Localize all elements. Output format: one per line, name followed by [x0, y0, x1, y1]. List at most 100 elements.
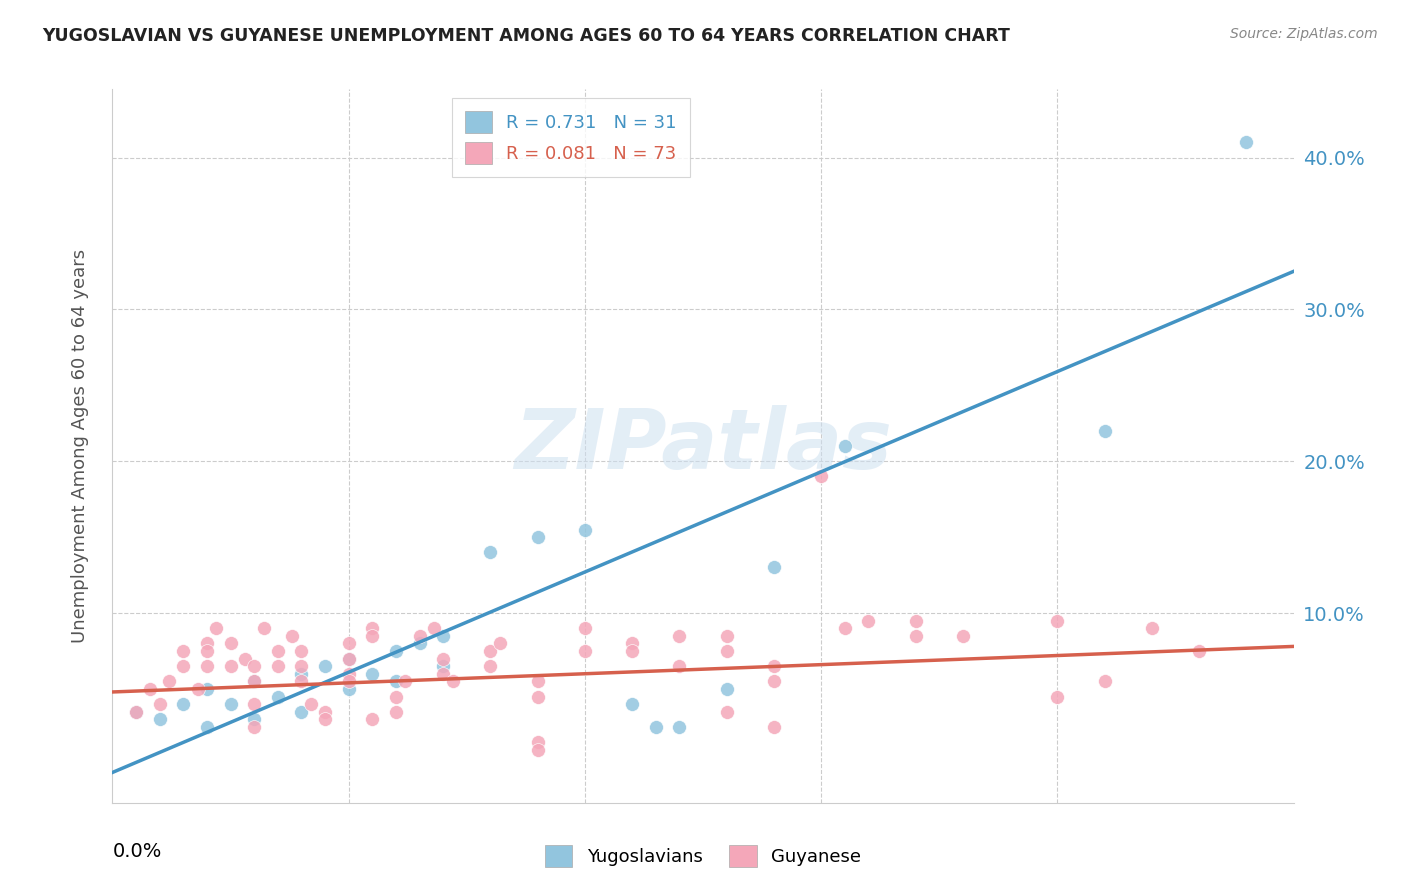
Point [267, 690, 290, 704]
Point [243, 674, 266, 689]
Point [361, 621, 384, 635]
Point [290, 644, 312, 658]
Point [290, 705, 312, 719]
Point [526, 735, 548, 749]
Text: Source: ZipAtlas.com: Source: ZipAtlas.com [1230, 27, 1378, 41]
Point [219, 697, 242, 711]
Point [621, 636, 644, 650]
Point [314, 659, 336, 673]
Point [1234, 136, 1257, 150]
Point [219, 659, 242, 673]
Point [337, 666, 360, 681]
Point [526, 690, 548, 704]
Point [432, 666, 454, 681]
Point [337, 651, 360, 665]
Point [422, 621, 444, 635]
Point [1188, 644, 1211, 658]
Point [267, 644, 290, 658]
Point [337, 681, 360, 696]
Point [186, 681, 208, 696]
Point [479, 644, 502, 658]
Point [432, 651, 454, 665]
Point [243, 720, 266, 734]
Point [432, 629, 454, 643]
Point [574, 644, 596, 658]
Point [233, 651, 256, 665]
Point [195, 636, 218, 650]
Point [762, 659, 785, 673]
Point [762, 720, 785, 734]
Point [195, 681, 218, 696]
Point [337, 636, 360, 650]
Point [1046, 690, 1069, 704]
Point [172, 644, 194, 658]
Point [337, 674, 360, 689]
Point [337, 651, 360, 665]
Point [385, 690, 408, 704]
Point [716, 644, 738, 658]
Point [195, 659, 218, 673]
Point [526, 742, 548, 756]
Point [574, 621, 596, 635]
Point [219, 636, 242, 650]
Text: YUGOSLAVIAN VS GUYANESE UNEMPLOYMENT AMONG AGES 60 TO 64 YEARS CORRELATION CHART: YUGOSLAVIAN VS GUYANESE UNEMPLOYMENT AMO… [42, 27, 1010, 45]
Point [644, 720, 666, 734]
Point [157, 674, 180, 689]
Text: 0.0%: 0.0% [112, 842, 162, 861]
Point [394, 674, 416, 689]
Point [1046, 614, 1069, 628]
Point [125, 705, 148, 719]
Point [290, 659, 312, 673]
Point [243, 674, 266, 689]
Point [361, 712, 384, 726]
Point [149, 697, 172, 711]
Point [479, 659, 502, 673]
Point [408, 629, 430, 643]
Point [668, 659, 690, 673]
Point [281, 629, 304, 643]
Point [361, 666, 384, 681]
Legend: R = 0.731   N = 31, R = 0.081   N = 73: R = 0.731 N = 31, R = 0.081 N = 73 [453, 98, 689, 177]
Text: ZIPatlas: ZIPatlas [515, 406, 891, 486]
Point [253, 621, 276, 635]
Point [243, 659, 266, 673]
Point [385, 674, 408, 689]
Point [149, 712, 172, 726]
Point [1140, 621, 1163, 635]
Point [314, 712, 336, 726]
Point [299, 697, 322, 711]
Point [574, 523, 596, 537]
Point [441, 674, 464, 689]
Point [904, 614, 927, 628]
Point [432, 659, 454, 673]
Point [1094, 424, 1116, 438]
Point [526, 530, 548, 544]
Point [834, 439, 856, 453]
Point [195, 720, 218, 734]
Point [668, 720, 690, 734]
Point [904, 629, 927, 643]
Point [195, 644, 218, 658]
Point [834, 621, 856, 635]
Y-axis label: Unemployment Among Ages 60 to 64 years: Unemployment Among Ages 60 to 64 years [70, 249, 89, 643]
Point [762, 560, 785, 574]
Point [290, 666, 312, 681]
Point [385, 644, 408, 658]
Point [621, 697, 644, 711]
Point [858, 614, 880, 628]
Point [716, 629, 738, 643]
Point [172, 659, 194, 673]
Point [668, 629, 690, 643]
Point [526, 674, 548, 689]
Point [243, 712, 266, 726]
Point [243, 697, 266, 711]
Point [361, 629, 384, 643]
Point [139, 681, 162, 696]
Point [290, 674, 312, 689]
Point [172, 697, 194, 711]
Point [1094, 674, 1116, 689]
Point [314, 705, 336, 719]
Point [762, 674, 785, 689]
Point [205, 621, 228, 635]
Point [385, 705, 408, 719]
